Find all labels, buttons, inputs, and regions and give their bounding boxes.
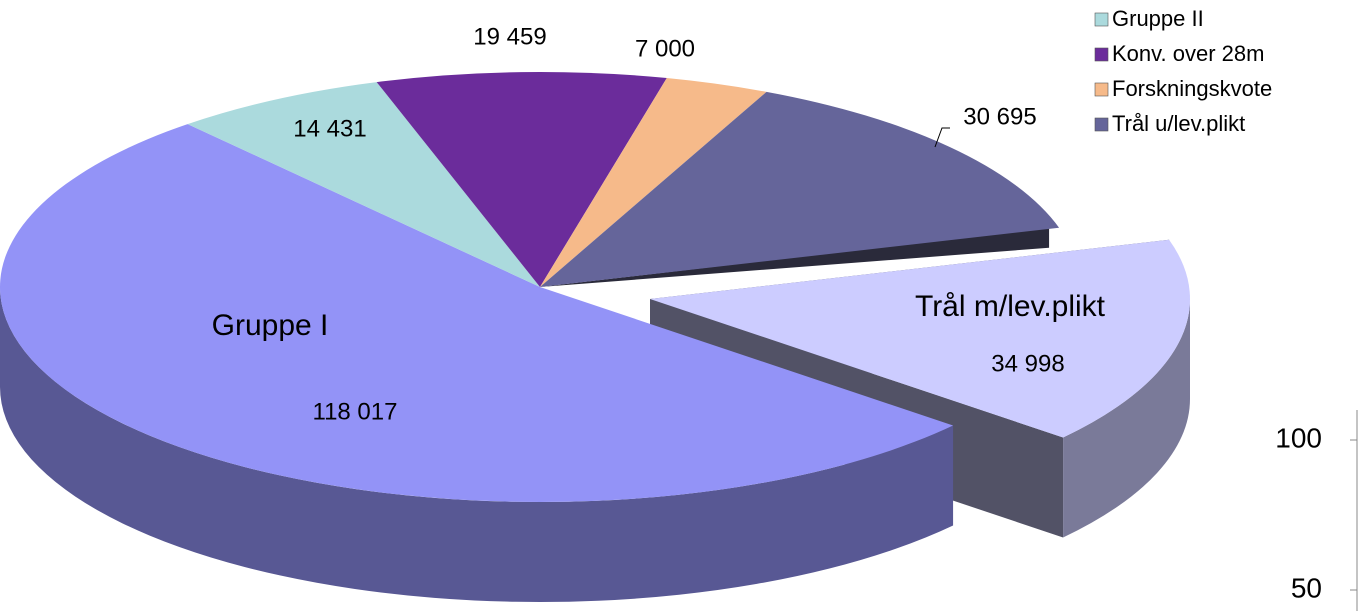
y-tick-label: 100 xyxy=(1275,422,1322,453)
pie-slice xyxy=(540,91,1060,288)
legend-label: Forskningskvote xyxy=(1112,76,1272,101)
legend-swatch xyxy=(1094,82,1109,97)
legend-swatch xyxy=(1094,12,1109,27)
pie-slice xyxy=(0,124,954,502)
category-label: Trål m/lev.plikt xyxy=(915,290,1106,323)
value-label: 34 998 xyxy=(991,350,1064,377)
y-tick-label: 50 xyxy=(1291,572,1322,603)
value-label: 14 431 xyxy=(293,115,366,142)
pie-slice xyxy=(650,239,1190,438)
category-label: Gruppe I xyxy=(212,309,329,342)
pie-slice xyxy=(540,78,767,288)
pie-slice xyxy=(376,71,667,287)
legend-label: Gruppe II xyxy=(1112,6,1204,31)
slice-side xyxy=(0,287,954,602)
legend-label: Trål u/lev.plikt xyxy=(1112,111,1245,136)
pie-slice xyxy=(187,82,540,287)
value-label: 7 000 xyxy=(635,35,695,62)
value-label: 30 695 xyxy=(963,103,1036,130)
legend-swatch xyxy=(1094,117,1109,132)
value-label: 118 017 xyxy=(313,398,398,425)
legend-swatch xyxy=(1094,47,1109,62)
value-label: 19 459 xyxy=(473,23,546,50)
leader-line xyxy=(934,127,950,148)
slice-side xyxy=(1063,299,1190,538)
label-box xyxy=(180,305,378,351)
legend-label: Konv. over 28m xyxy=(1112,41,1264,66)
